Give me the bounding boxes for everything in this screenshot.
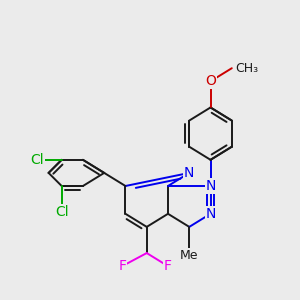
Text: Me: Me	[180, 249, 199, 262]
Text: N: N	[205, 207, 216, 221]
Text: N: N	[205, 179, 216, 193]
Text: N: N	[184, 166, 194, 180]
Text: Cl: Cl	[55, 205, 68, 219]
Text: F: F	[118, 259, 126, 273]
Text: F: F	[164, 259, 172, 273]
Text: Cl: Cl	[30, 153, 44, 167]
Text: O: O	[205, 74, 216, 88]
Text: CH₃: CH₃	[235, 62, 258, 75]
